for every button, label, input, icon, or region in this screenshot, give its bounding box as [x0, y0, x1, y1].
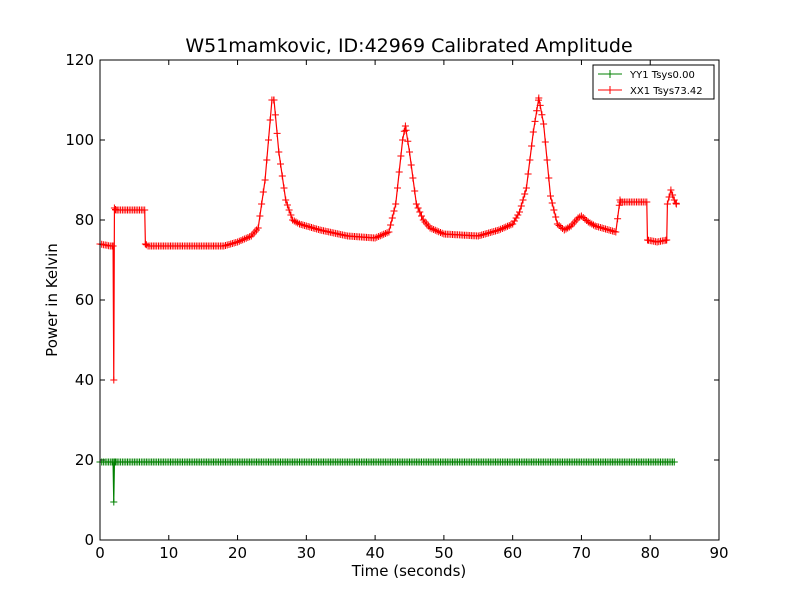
x-tick-label: 20	[228, 544, 247, 562]
legend-entry-1: YY1 Tsys0.00	[598, 70, 695, 81]
y-axis-ticks: 0 20 40 60 80 100 120	[65, 51, 719, 549]
legend-entry-2: XX1 Tsys73.42	[598, 86, 703, 97]
y-tick-label: 120	[65, 51, 94, 69]
legend-label-2: XX1 Tsys73.42	[630, 86, 703, 97]
chart-title: W51mamkovic, ID:42969 Calibrated Amplitu…	[185, 35, 632, 57]
x-tick-label: 30	[297, 544, 316, 562]
x-tick-label: 10	[159, 544, 178, 562]
x-tick-label: 60	[503, 544, 522, 562]
x-tick-label: 90	[709, 544, 728, 562]
y-tick-label: 40	[75, 371, 94, 389]
y-tick-label: 100	[65, 131, 94, 149]
legend: YY1 Tsys0.00 XX1 Tsys73.42	[592, 64, 715, 100]
legend-marker-2	[606, 86, 614, 94]
y-axis-label: Power in Kelvin	[43, 243, 61, 357]
x-tick-label: 80	[641, 544, 660, 562]
y-tick-label: 80	[75, 211, 94, 229]
legend-box	[592, 64, 715, 100]
legend-label-1: YY1 Tsys0.00	[629, 70, 695, 81]
y-tick-label: 60	[75, 291, 94, 309]
x-tick-label: 70	[572, 544, 591, 562]
x-tick-label: 0	[95, 544, 105, 562]
y-tick-label: 20	[75, 451, 94, 469]
x-axis-label: Time (seconds)	[351, 562, 467, 580]
x-axis-ticks: 0 10 20 30 40 50 60 70 80 90	[95, 60, 729, 562]
legend-marker-1	[606, 70, 614, 78]
x-tick-label: 50	[434, 544, 453, 562]
plot-frame	[99, 59, 720, 541]
y-tick-label: 0	[84, 531, 94, 549]
x-tick-label: 40	[366, 544, 385, 562]
